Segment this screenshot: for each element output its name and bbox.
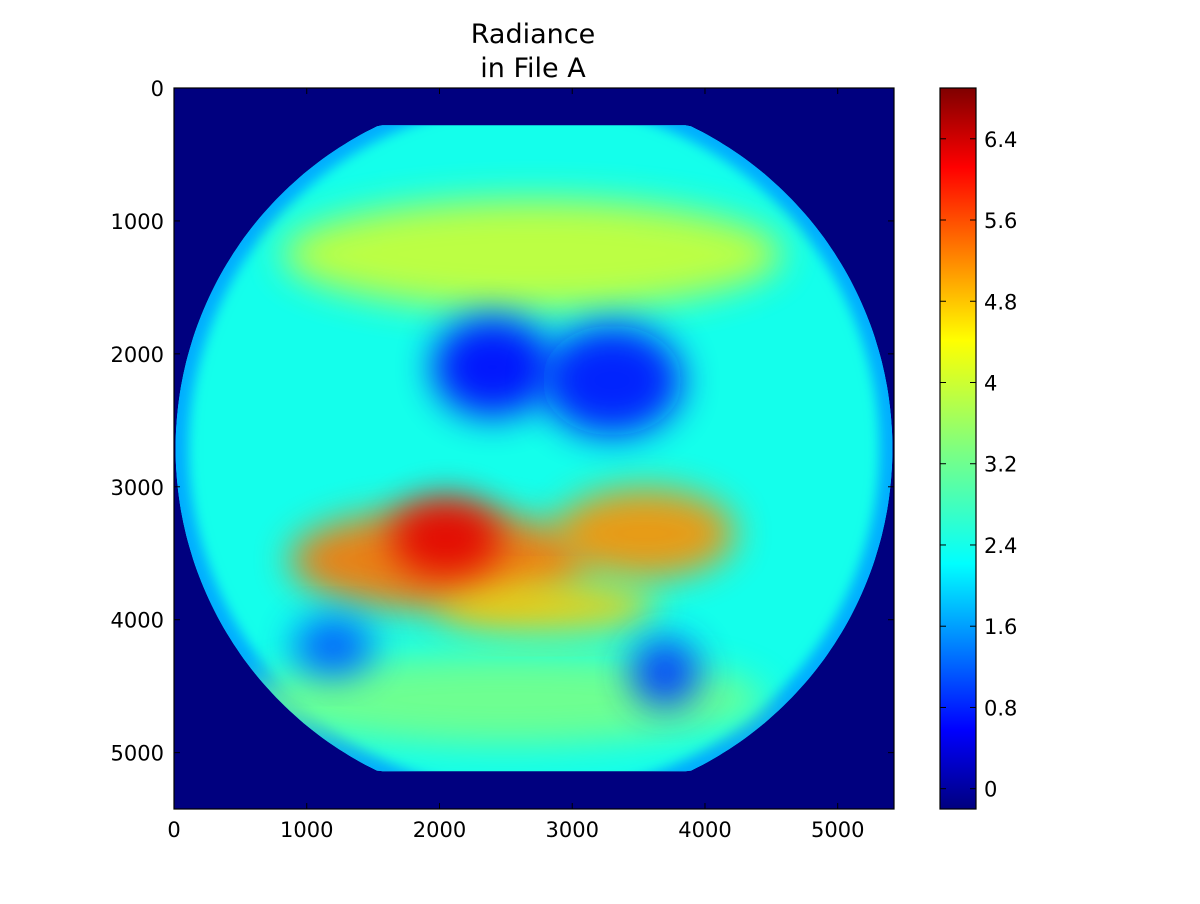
y-tick-label: 2000 xyxy=(111,343,164,367)
earth-disk xyxy=(175,125,893,772)
feature-central-warm-region xyxy=(391,497,502,578)
plot-frame xyxy=(173,87,895,810)
y-axis: 0 1000 2000 3000 4000 5000 xyxy=(111,77,894,766)
heatmap-image xyxy=(174,88,894,809)
colorbar-tick-label: 6.4 xyxy=(984,128,1017,152)
x-axis: 0 1000 2000 3000 4000 5000 xyxy=(167,88,864,842)
feature-cold-patch-southeast xyxy=(630,637,701,708)
feature-northern-belt xyxy=(282,199,783,310)
feature-cold-cluster-west xyxy=(432,317,553,418)
y-tick-label: 4000 xyxy=(111,609,164,633)
colorbar: 0 0.8 1.6 2.4 3.2 4 4.8 5.6 6.4 xyxy=(939,87,1017,810)
colorbar-tick-label: 3.2 xyxy=(984,453,1017,477)
feature-south-streak xyxy=(435,581,656,632)
chart-title-line-1: Radiance xyxy=(471,19,595,50)
colorbar-gradient xyxy=(939,87,977,810)
y-tick-label: 0 xyxy=(151,77,164,101)
colorbar-tick-label: 0 xyxy=(984,778,997,802)
chart-title-line-2: in File A xyxy=(480,53,586,84)
x-tick-label: 0 xyxy=(167,818,180,842)
colorbar-ticks: 0 0.8 1.6 2.4 3.2 4 4.8 5.6 6.4 xyxy=(940,128,1017,802)
disk-content xyxy=(175,125,893,772)
x-tick-label: 5000 xyxy=(811,818,864,842)
feature-warm-band-east xyxy=(555,488,736,579)
y-tick-label: 5000 xyxy=(111,742,164,766)
colorbar-tick-label: 1.6 xyxy=(984,615,1017,639)
colorbar-tick-label: 2.4 xyxy=(984,534,1017,558)
colorbar-tick-label: 4.8 xyxy=(984,290,1017,314)
colorbar-tick-label: 5.6 xyxy=(984,209,1017,233)
y-tick-label: 1000 xyxy=(111,210,164,234)
x-tick-label: 2000 xyxy=(413,818,466,842)
x-tick-label: 3000 xyxy=(546,818,599,842)
colorbar-tick-label: 0.8 xyxy=(984,696,1017,720)
y-tick-label: 3000 xyxy=(111,476,164,500)
x-tick-label: 4000 xyxy=(678,818,731,842)
feature-cold-cluster-east xyxy=(542,325,683,436)
x-tick-label: 1000 xyxy=(280,818,333,842)
colorbar-tick-label: 4 xyxy=(984,371,997,395)
feature-cold-patch-southwest xyxy=(293,616,374,677)
